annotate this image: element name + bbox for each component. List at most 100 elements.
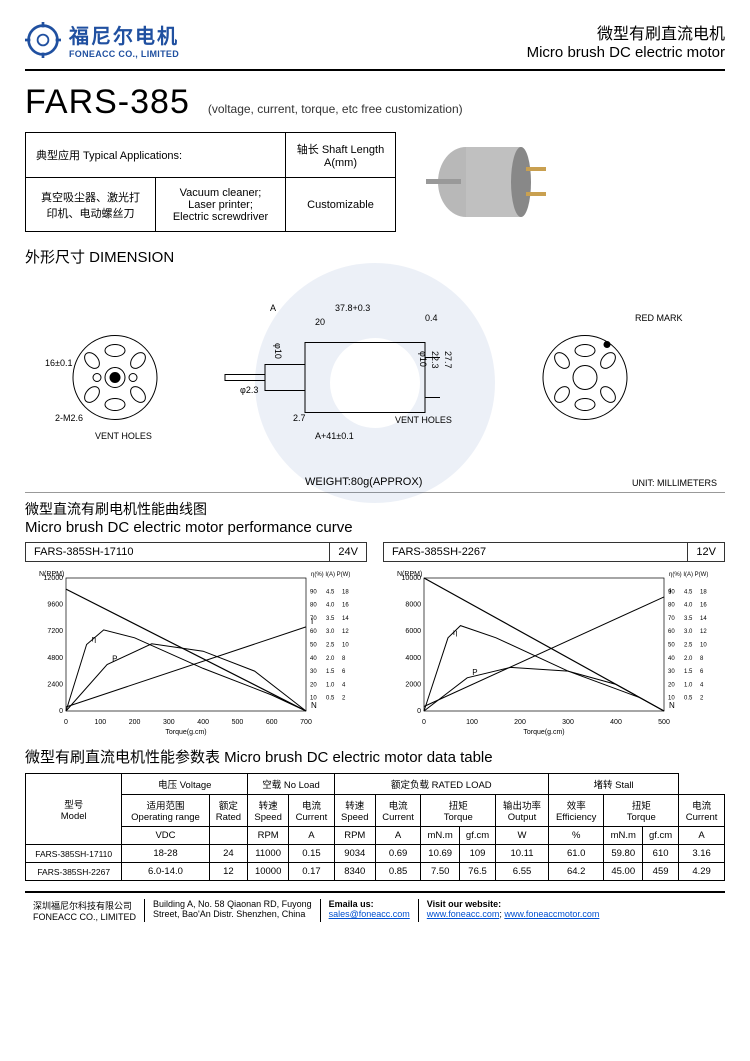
dim-w3: 0.4 xyxy=(425,313,438,323)
svg-text:3.0: 3.0 xyxy=(326,629,335,635)
dim-d3: VENT HOLES xyxy=(95,431,152,441)
svg-text:12: 12 xyxy=(342,629,349,635)
svg-text:4.0: 4.0 xyxy=(326,603,335,609)
svg-text:1.5: 1.5 xyxy=(326,669,335,675)
svg-text:10: 10 xyxy=(700,643,707,649)
dim-rm: RED MARK xyxy=(635,313,683,323)
svg-text:2000: 2000 xyxy=(405,681,421,688)
datatable-title: 微型有刷直流电机性能参数表 Micro brush DC electric mo… xyxy=(25,746,725,767)
footer-email-label: Emaila us: xyxy=(329,899,410,909)
svg-text:18: 18 xyxy=(342,589,349,595)
svg-text:40: 40 xyxy=(310,656,317,662)
svg-text:3.5: 3.5 xyxy=(684,616,693,622)
svg-text:1.0: 1.0 xyxy=(684,682,693,688)
svg-text:2: 2 xyxy=(342,696,346,702)
svg-text:100: 100 xyxy=(94,719,106,726)
svg-text:6: 6 xyxy=(700,669,704,675)
svg-text:0: 0 xyxy=(417,708,421,715)
dim-s3: 2.7 xyxy=(293,413,306,423)
dim-w2: 20 xyxy=(315,317,325,327)
svg-text:0.5: 0.5 xyxy=(326,696,335,702)
svg-text:10: 10 xyxy=(668,696,675,702)
svg-text:30: 30 xyxy=(668,669,675,675)
svg-text:3.5: 3.5 xyxy=(326,616,335,622)
svg-text:20: 20 xyxy=(668,682,675,688)
curve-left-voltage: 24V xyxy=(330,543,366,561)
svg-text:1.0: 1.0 xyxy=(326,682,335,688)
svg-text:η(%) I(A) P(W): η(%) I(A) P(W) xyxy=(669,572,708,578)
footer-web2-link[interactable]: www.foneaccmotor.com xyxy=(504,909,599,919)
svg-text:N(RPM): N(RPM) xyxy=(39,571,64,578)
svg-text:8: 8 xyxy=(342,656,346,662)
svg-text:4800: 4800 xyxy=(47,655,63,662)
svg-text:P: P xyxy=(112,654,117,663)
svg-text:2: 2 xyxy=(700,696,704,702)
footer-email-link[interactable]: sales@foneacc.com xyxy=(329,909,410,919)
svg-text:P: P xyxy=(472,668,477,677)
svg-text:Torque(g.cm): Torque(g.cm) xyxy=(165,729,206,736)
logo-block: 福尼尔电机 FONEACC CO., LIMITED xyxy=(25,20,179,59)
svg-text:200: 200 xyxy=(129,719,141,726)
svg-text:4: 4 xyxy=(700,682,704,688)
svg-text:0: 0 xyxy=(422,719,426,726)
dim-a2: A+41±0.1 xyxy=(315,431,354,441)
curve-right-model: FARS-385SH-2267 xyxy=(384,543,688,561)
svg-text:3.0: 3.0 xyxy=(684,629,693,635)
svg-text:0: 0 xyxy=(64,719,68,726)
svg-text:60: 60 xyxy=(668,629,675,635)
svg-text:7200: 7200 xyxy=(47,628,63,635)
svg-text:500: 500 xyxy=(658,719,670,726)
chart-right: 01002003004005000200040006000800010000N(… xyxy=(383,566,725,736)
svg-text:400: 400 xyxy=(197,719,209,726)
chart-left: 0100200300400500600700024004800720096001… xyxy=(25,566,367,736)
logo-text-en: FONEACC CO., LIMITED xyxy=(69,49,179,59)
dim-w1: 37.8+0.3 xyxy=(335,303,370,313)
curve-right-voltage: 12V xyxy=(688,543,724,561)
dim-vh: VENT HOLES xyxy=(395,415,452,425)
svg-text:10: 10 xyxy=(310,696,317,702)
app-cell-cn: 真空吸尘器、激光打印机、电动螺丝刀 xyxy=(26,178,156,232)
svg-text:600: 600 xyxy=(266,719,278,726)
svg-text:N(RPM): N(RPM) xyxy=(397,571,422,578)
svg-text:12: 12 xyxy=(700,629,707,635)
dim-a: A xyxy=(270,303,276,313)
svg-text:300: 300 xyxy=(163,719,175,726)
footer: 深圳福尼尔科技有限公司 FONEACC CO., LIMITED Buildin… xyxy=(25,891,725,922)
motor-photo xyxy=(416,132,556,232)
svg-text:80: 80 xyxy=(668,603,675,609)
footer-web1-link[interactable]: www.foneacc.com xyxy=(427,909,500,919)
app-cell-shaft: Customizable xyxy=(286,178,396,232)
svg-text:6: 6 xyxy=(342,669,346,675)
footer-company-cn: 深圳福尼尔科技有限公司 xyxy=(33,899,136,912)
svg-text:1.5: 1.5 xyxy=(684,669,693,675)
svg-text:8000: 8000 xyxy=(405,602,421,609)
svg-text:2.0: 2.0 xyxy=(326,656,335,662)
footer-company-en: FONEACC CO., LIMITED xyxy=(33,912,136,922)
svg-text:η: η xyxy=(453,628,457,637)
svg-text:2.0: 2.0 xyxy=(684,656,693,662)
svg-text:40: 40 xyxy=(668,656,675,662)
svg-text:N: N xyxy=(311,701,317,710)
svg-text:η: η xyxy=(92,635,96,644)
svg-text:90: 90 xyxy=(310,589,317,595)
svg-text:8: 8 xyxy=(700,656,704,662)
svg-text:η(%) I(A) P(W): η(%) I(A) P(W) xyxy=(311,572,350,578)
svg-text:70: 70 xyxy=(310,616,317,622)
dimension-drawing: 16±0.1 2-M2.6 VENT HOLES A 37.8+0.3 20 0… xyxy=(25,273,725,493)
app-header-1: 典型应用 Typical Applications: xyxy=(26,133,286,178)
svg-text:20: 20 xyxy=(310,682,317,688)
svg-text:18: 18 xyxy=(700,589,707,595)
svg-text:Torque(g.cm): Torque(g.cm) xyxy=(523,729,564,736)
svg-text:16: 16 xyxy=(700,603,707,609)
dim-s1: φ10 xyxy=(273,343,283,359)
svg-text:4.5: 4.5 xyxy=(684,589,693,595)
svg-text:700: 700 xyxy=(300,719,312,726)
svg-text:9600: 9600 xyxy=(47,602,63,609)
svg-text:4.5: 4.5 xyxy=(326,589,335,595)
dim-d1: 16±0.1 xyxy=(45,358,72,368)
svg-text:6000: 6000 xyxy=(405,628,421,635)
app-cell-en: Vacuum cleaner; Laser printer; Electric … xyxy=(156,178,286,232)
svg-text:30: 30 xyxy=(310,669,317,675)
model-number: FARS-385 xyxy=(25,83,190,122)
model-subtitle: (voltage, current, torque, etc free cust… xyxy=(208,102,463,116)
